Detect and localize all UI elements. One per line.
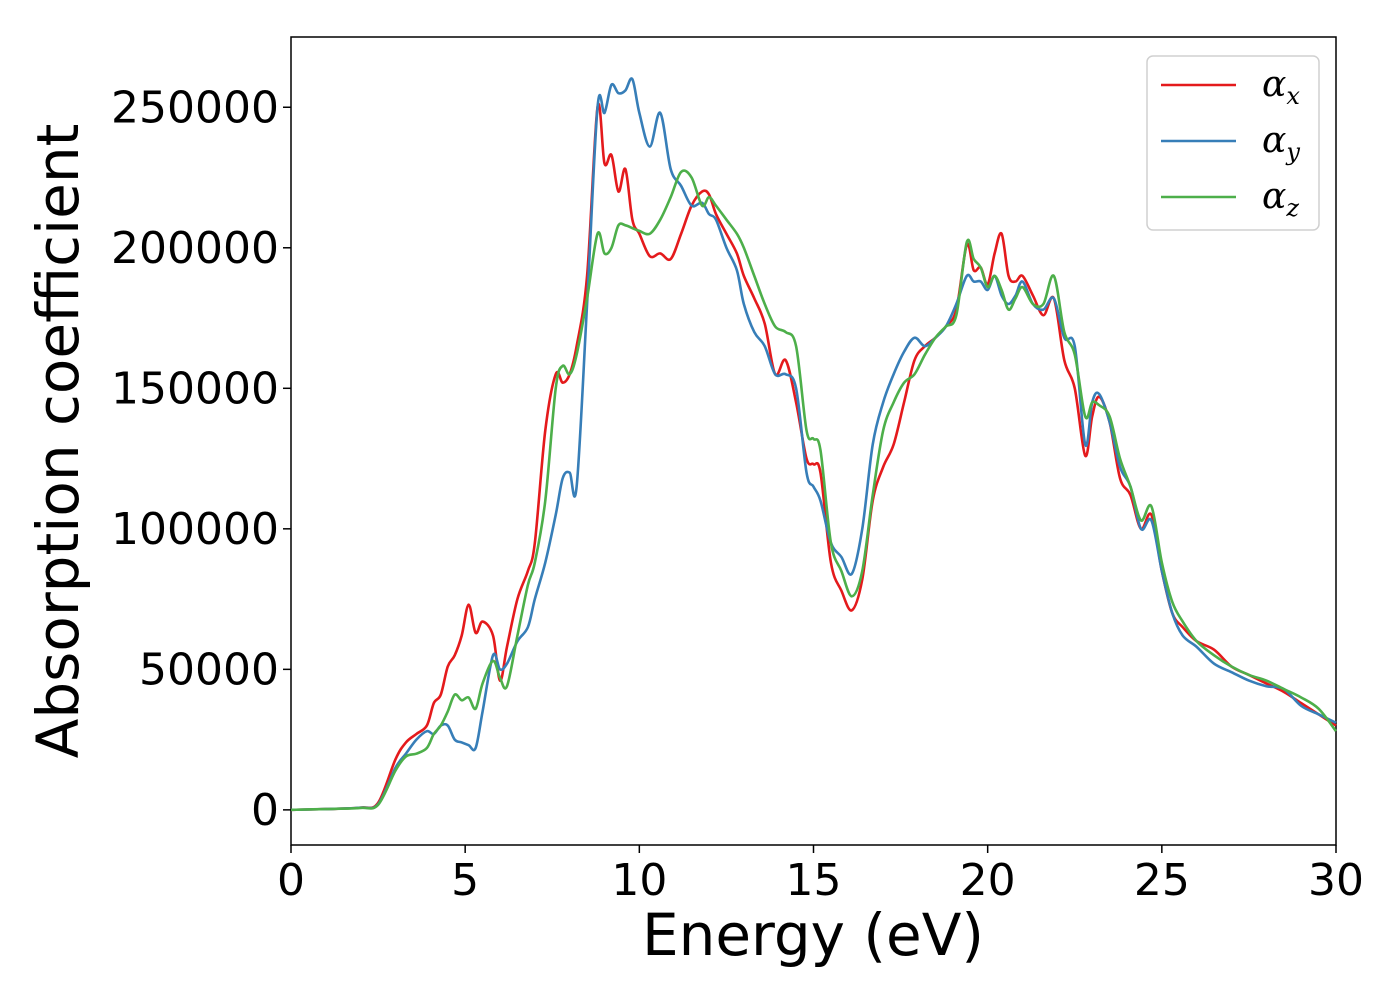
x-tick-label: 0 bbox=[277, 855, 305, 906]
y-tick-label: 50000 bbox=[139, 644, 279, 695]
legend-frame bbox=[1146, 55, 1320, 231]
series-line-y bbox=[290, 77, 1337, 812]
series-line-z bbox=[290, 169, 1338, 812]
x-tick-label: 30 bbox=[1308, 855, 1364, 906]
legend: αx αy αz bbox=[1146, 55, 1320, 231]
x-tick-label: 20 bbox=[960, 855, 1016, 906]
series-layer bbox=[290, 77, 1338, 812]
x-tick-label: 10 bbox=[611, 855, 667, 906]
legend-label-y: αy bbox=[1262, 120, 1300, 166]
x-tick-label: 15 bbox=[786, 855, 842, 906]
y-axis-ticks: 0 50000 100000 150000 200000 250000 bbox=[111, 82, 291, 836]
x-tick-label: 25 bbox=[1134, 855, 1190, 906]
y-tick-label: 250000 bbox=[111, 82, 279, 133]
legend-label-x: αx bbox=[1262, 64, 1300, 110]
legend-label-z: αz bbox=[1262, 176, 1299, 222]
x-axis-title: Energy (eV) bbox=[642, 901, 984, 969]
y-tick-label: 150000 bbox=[111, 363, 279, 414]
x-axis-ticks: 0 5 10 15 20 25 30 bbox=[277, 845, 1364, 906]
y-tick-label: 100000 bbox=[111, 504, 279, 555]
y-tick-label: 0 bbox=[251, 785, 279, 836]
x-tick-label: 5 bbox=[451, 855, 479, 906]
y-tick-label: 200000 bbox=[111, 223, 279, 274]
y-axis-title: Absorption coefficient bbox=[24, 124, 92, 759]
